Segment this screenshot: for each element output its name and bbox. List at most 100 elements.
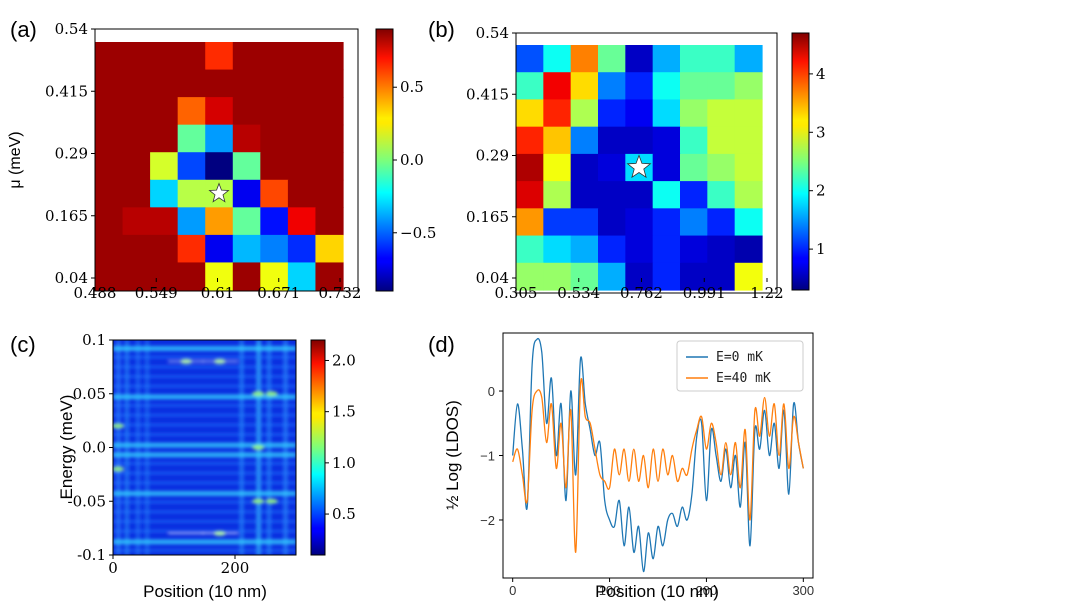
colorbar-tick-label: 2.0	[332, 351, 356, 369]
heatmap-cell	[680, 45, 708, 73]
panel-b-heatmap	[516, 45, 763, 291]
heatmap-cell	[232, 152, 261, 181]
heatmap-cell	[260, 69, 289, 98]
heatmap-cell	[707, 126, 736, 155]
heatmap-cell	[625, 208, 654, 237]
heatmap-cell	[177, 124, 206, 153]
heatmap-cell	[516, 181, 544, 209]
heatmap-cell	[315, 42, 344, 71]
heatmap-cell	[315, 152, 344, 181]
texture-band	[113, 365, 296, 369]
heatmap-cell	[205, 42, 234, 71]
colorbar-tick-label: 0.5	[400, 78, 424, 96]
colorbar-tick-label: 4	[816, 65, 826, 83]
heatmap-cell	[543, 153, 572, 182]
series-line-e0	[512, 337, 804, 573]
heatmap-cell	[516, 126, 544, 155]
heatmap-cell	[287, 262, 317, 291]
heatmap-cell	[707, 262, 736, 291]
heatmap-cell	[232, 179, 261, 208]
x-tick-label: 0	[509, 583, 516, 598]
heatmap-cell	[570, 181, 599, 209]
panel-b-label: (b)	[428, 17, 455, 42]
heatmap-cell	[287, 234, 317, 264]
texture-spot	[265, 498, 278, 504]
texture-band	[113, 423, 296, 427]
x-tick-label: 0.305	[495, 284, 538, 302]
panel-c-texture	[113, 340, 296, 555]
heatmap-cell	[122, 234, 151, 264]
panel-a-label: (a)	[10, 17, 37, 42]
heatmap-cell	[543, 262, 572, 291]
texture-band	[113, 433, 296, 436]
heatmap-cell	[287, 42, 317, 71]
heatmap-cell	[205, 124, 234, 153]
texture-band	[113, 442, 296, 448]
heatmap-cell	[95, 124, 124, 153]
x-tick-label: 0.671	[257, 284, 300, 302]
heatmap-cell	[707, 235, 736, 264]
heatmap-cell	[707, 99, 736, 128]
panel-b-colorbar-ticks: 4 3 2 1	[809, 65, 826, 258]
heatmap-cell	[625, 262, 654, 291]
texture-band	[113, 510, 296, 514]
panel-d-ticks: 0 100 200 300 0 −1 −2	[480, 384, 814, 598]
texture-spot	[252, 498, 265, 504]
heatmap-cell	[205, 207, 234, 236]
heatmap-cell	[177, 207, 206, 236]
heatmap-cell	[734, 72, 763, 101]
legend-box	[676, 340, 804, 392]
y-tick-label: 0.1	[82, 331, 106, 349]
heatmap-cell	[516, 45, 544, 73]
heatmap-cell	[598, 153, 626, 182]
heatmap-cell	[543, 235, 572, 264]
heatmap-cell	[287, 124, 317, 153]
panel-c-ylabel: Energy (meV)	[57, 395, 76, 500]
heatmap-cell	[625, 99, 654, 128]
heatmap-cell	[625, 72, 654, 101]
y-tick-label: 0.04	[55, 269, 88, 287]
texture-band	[113, 481, 296, 485]
heatmap-cell	[232, 69, 261, 98]
heatmap-cell	[177, 179, 206, 208]
texture-spot	[265, 391, 278, 397]
panel-d-plot	[512, 337, 804, 573]
heatmap-cell	[150, 69, 179, 98]
panel-a-heatmap	[95, 42, 344, 291]
heatmap-cell	[680, 181, 708, 209]
x-tick-label: 300	[792, 583, 814, 598]
heatmap-cell	[598, 45, 626, 73]
panel-d-xlabel: Position (10 nm)	[595, 582, 719, 601]
x-tick-label: 0.762	[620, 284, 663, 302]
texture-band	[113, 520, 296, 523]
heatmap-cell	[260, 207, 289, 236]
y-tick-label: 0	[488, 384, 495, 399]
heatmap-cell	[177, 97, 206, 126]
texture-band	[113, 404, 296, 407]
heatmap-cell	[734, 208, 763, 237]
y-tick-label: -0.05	[68, 492, 106, 510]
panel-c: (c) 0 200 0.1 0.05 0.0 -0.05 -0.1 Position (10…	[10, 331, 356, 601]
heatmap-cell	[150, 234, 179, 264]
texture-band	[113, 549, 296, 552]
heatmap-cell	[543, 99, 572, 128]
heatmap-cell	[598, 208, 626, 237]
y-tick-label: 0.415	[45, 82, 88, 100]
heatmap-cell	[516, 153, 544, 182]
heatmap-cell	[570, 262, 599, 291]
heatmap-cell	[598, 72, 626, 101]
heatmap-cell	[177, 152, 206, 181]
panel-c-heatmap	[113, 340, 296, 555]
heatmap-cell	[598, 262, 626, 291]
panel-c-label: (c)	[10, 332, 36, 357]
heatmap-cell	[177, 42, 206, 71]
colorbar-tick-label: 0.5	[332, 505, 356, 523]
heatmap-cell	[95, 97, 124, 126]
heatmap-cell	[680, 99, 708, 128]
panel-a: (a) 0.488 0.549 0.61 0.671 0.732 0.54 0.415 0.2…	[7, 17, 436, 302]
heatmap-cell	[122, 262, 151, 291]
panel-b-colorbar	[791, 32, 810, 291]
heatmap-cell	[652, 99, 681, 128]
panel-b-frame	[515, 32, 778, 294]
panel-a-colorbar-ticks: 0.5 0.0 −0.5	[393, 78, 436, 242]
